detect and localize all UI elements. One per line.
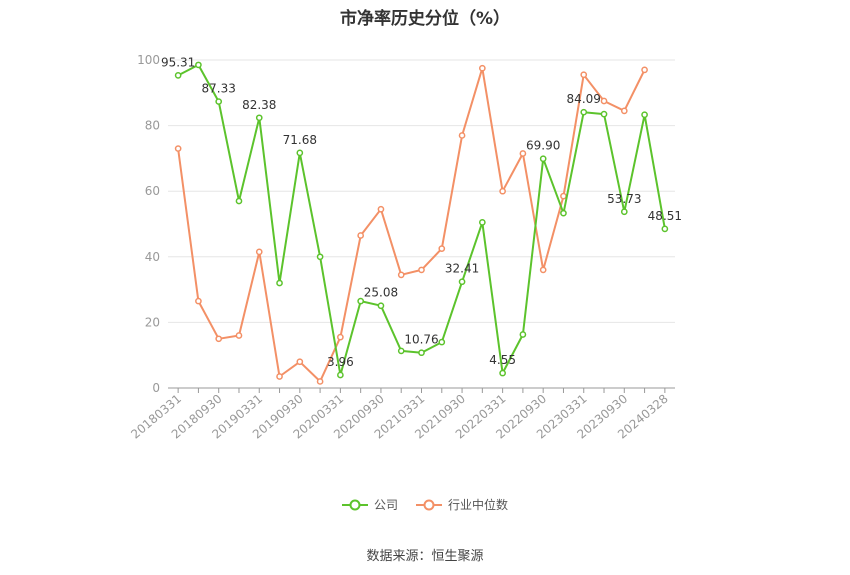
company-data-point	[316, 253, 324, 261]
company-data-point	[296, 149, 304, 157]
y-tick-label: 0	[152, 381, 160, 395]
industry-data-point	[276, 373, 283, 380]
data-label: 3.96	[327, 355, 354, 369]
industry-data-point	[641, 66, 648, 74]
data-label: 87.33	[202, 82, 236, 96]
company-data-point	[580, 108, 588, 116]
legend-industry-label: 行业中位数	[448, 498, 509, 512]
industry-data-point	[235, 332, 243, 339]
series-layer	[174, 61, 669, 385]
legend-company-label: 公司	[373, 498, 398, 512]
industry-data-point	[620, 107, 628, 115]
company-data-point	[337, 371, 344, 379]
data-label-layer: 95.31 87.33 82.38 71.68 3.96 25.08 10.76 32.41 4…	[161, 55, 682, 369]
industry-data-point	[377, 205, 385, 213]
data-label: 84.09	[567, 92, 601, 106]
data-label: 69.90	[526, 139, 560, 153]
legend-industry-marker-icon	[416, 499, 442, 510]
company-data-point	[661, 225, 669, 233]
data-label: 4.55	[489, 353, 516, 367]
axis-layer: 0204060801002018033120180930201903312019…	[128, 53, 675, 442]
company-data-point	[560, 209, 567, 217]
y-tick-label: 100	[137, 53, 160, 67]
data-label: 71.68	[283, 133, 317, 147]
company-data-point	[620, 208, 628, 216]
company-data-point	[499, 369, 506, 377]
company-data-point	[600, 110, 608, 118]
y-tick-label: 40	[145, 250, 160, 264]
company-data-point	[255, 114, 263, 122]
industry-data-point	[519, 150, 527, 157]
industry-data-point	[458, 132, 466, 139]
industry-data-point	[174, 145, 182, 152]
industry-data-point	[600, 97, 608, 105]
industry-data-point	[397, 271, 405, 279]
chart-title: 市净率历史分位（%）	[339, 9, 511, 29]
company-data-point	[478, 219, 486, 226]
company-data-point	[195, 61, 202, 69]
legend-item-industry[interactable]: 行业中位数	[416, 496, 508, 513]
data-label: 82.38	[242, 98, 276, 112]
company-data-point	[458, 278, 466, 286]
grid-layer	[168, 59, 675, 323]
company-data-point	[215, 98, 223, 105]
company-data-point	[418, 349, 425, 357]
company-data-point	[276, 279, 283, 287]
company-data-point	[357, 297, 365, 305]
industry-data-point	[438, 245, 446, 252]
data-source: 数据来源：恒生聚源	[366, 549, 484, 564]
data-label: 48.51	[648, 209, 682, 223]
y-tick-label: 20	[145, 315, 160, 329]
company-data-point	[235, 197, 243, 205]
industry-data-point	[195, 297, 202, 305]
industry-data-point	[337, 333, 344, 341]
company-data-point	[539, 155, 547, 163]
data-label: 53.73	[607, 192, 641, 206]
data-label: 32.41	[445, 262, 479, 276]
y-tick-label: 60	[145, 184, 160, 198]
industry-data-point	[499, 187, 506, 195]
company-data-point	[174, 72, 182, 79]
company-data-point	[397, 347, 405, 355]
company-data-point	[438, 338, 446, 346]
industry-data-point	[255, 248, 263, 256]
industry-data-point	[357, 232, 365, 239]
industry-series-line	[177, 67, 646, 383]
industry-data-point	[296, 358, 304, 366]
industry-data-point	[418, 266, 425, 274]
y-tick-label: 80	[145, 119, 160, 133]
data-label: 95.31	[161, 55, 195, 69]
legend-item-company[interactable]: 公司	[341, 496, 398, 513]
legend: 公司 行业中位数	[0, 496, 850, 513]
industry-data-point	[580, 71, 588, 79]
legend-company-marker-icon	[341, 499, 368, 510]
company-data-point	[377, 302, 385, 310]
company-data-point	[641, 111, 648, 119]
industry-data-point	[316, 378, 324, 385]
data-label: 10.76	[404, 333, 438, 347]
industry-data-point	[478, 64, 486, 72]
company-data-point	[519, 331, 527, 338]
industry-data-point	[539, 266, 547, 274]
industry-data-point	[560, 192, 567, 200]
data-label: 25.08	[364, 286, 398, 300]
industry-data-point	[215, 335, 223, 343]
